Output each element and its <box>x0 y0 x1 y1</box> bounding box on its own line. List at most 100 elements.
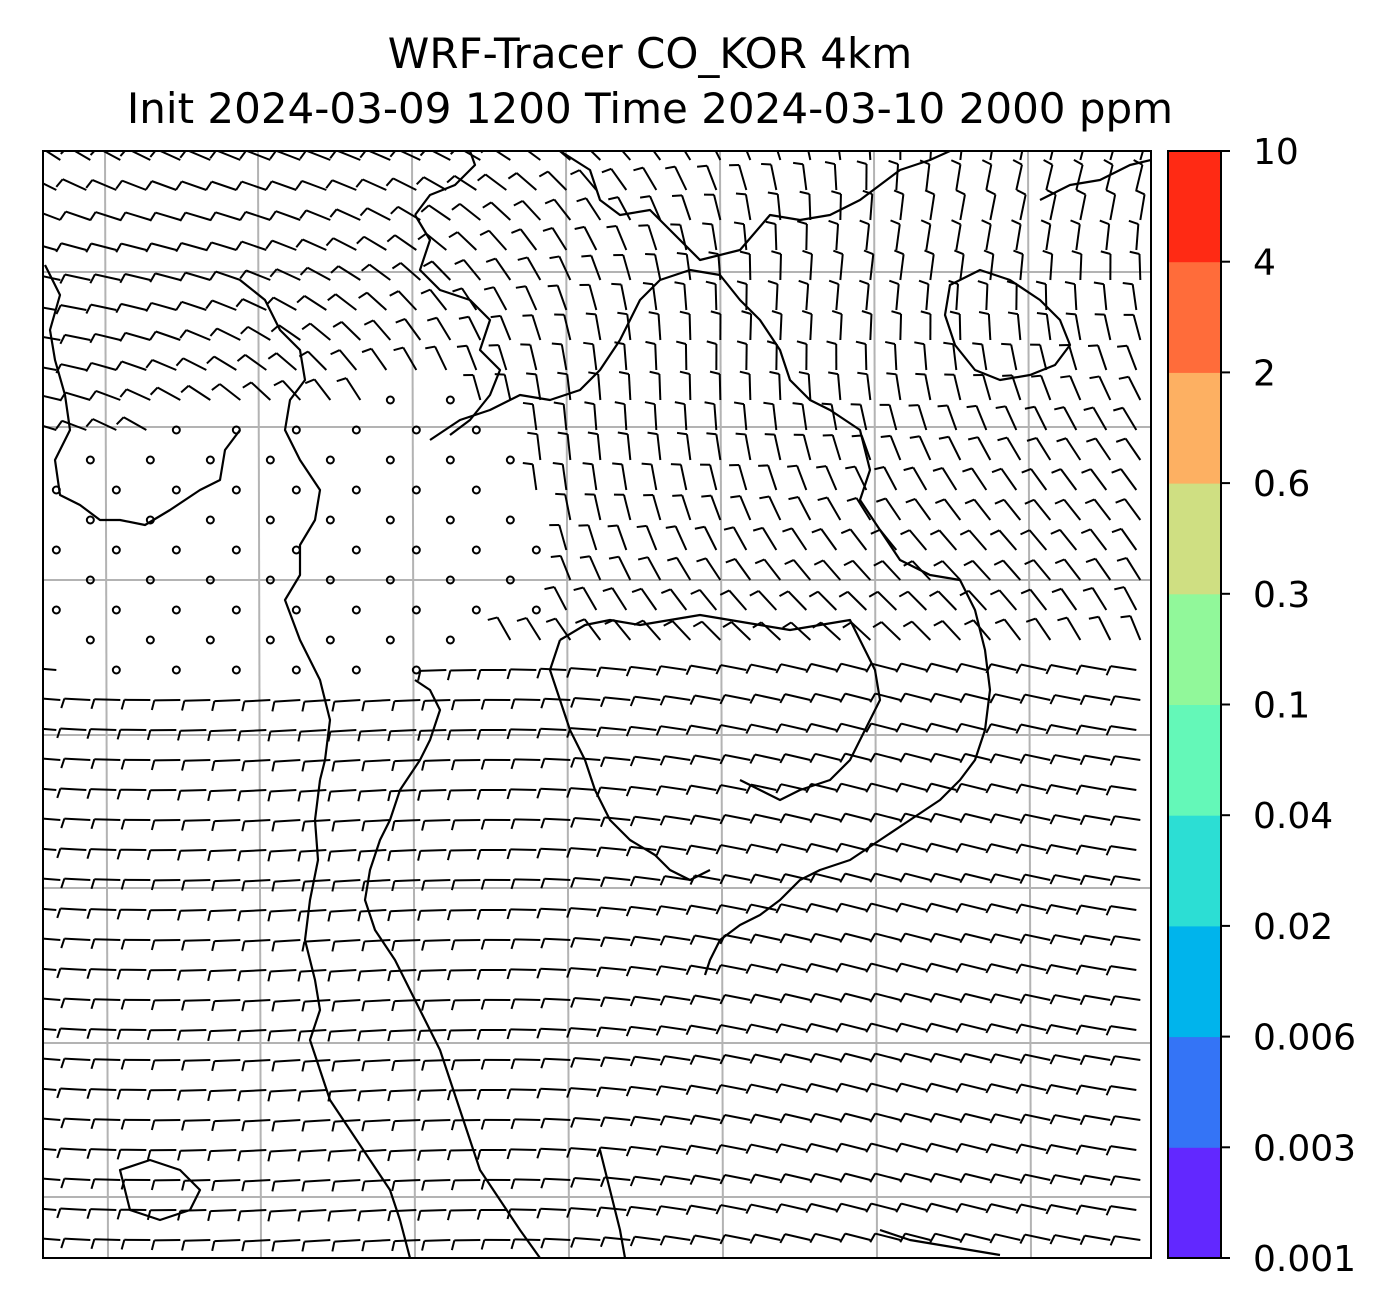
wind-barb <box>450 879 481 891</box>
wind-barb <box>909 435 932 461</box>
wind-barb <box>612 462 628 491</box>
wind-barb <box>685 1024 717 1036</box>
wind-barb <box>450 1179 481 1191</box>
wind-barb <box>898 590 928 611</box>
colorbar-segment <box>1168 483 1221 595</box>
wind-barb <box>211 699 241 712</box>
wind-barb <box>799 190 812 221</box>
wind-barb <box>933 560 962 581</box>
wind-barb <box>536 847 567 859</box>
wind-barb <box>655 965 687 976</box>
wind-barb <box>625 965 657 977</box>
wind-barb <box>585 312 602 341</box>
wind-barb <box>267 1089 297 1102</box>
wind-barb <box>749 1053 781 1064</box>
wind-barb <box>357 969 387 982</box>
wind-barb <box>659 695 691 706</box>
wind-barb <box>701 494 722 521</box>
wind-barb <box>1025 617 1052 641</box>
wind-barb <box>450 1059 481 1071</box>
wind-barb <box>885 340 898 371</box>
wind-barb <box>715 844 747 855</box>
wind-barb <box>613 493 632 521</box>
wind-barb <box>301 1119 331 1132</box>
gridlines <box>43 151 1151 1258</box>
wind-barb <box>181 1179 211 1191</box>
wind-barb <box>872 621 902 641</box>
calm-marker <box>265 455 275 465</box>
wind-barb <box>584 401 598 431</box>
wind-barb <box>985 1083 1017 1094</box>
wind-barb <box>361 347 388 371</box>
wind-barb <box>301 1059 331 1072</box>
calm-marker <box>85 575 95 585</box>
wind-barb <box>925 1022 957 1033</box>
wind-barb <box>269 268 301 281</box>
wind-barb <box>1030 343 1048 371</box>
calm-marker <box>231 665 241 675</box>
wind-barb <box>1128 219 1140 251</box>
wind-barb <box>391 1059 421 1072</box>
calm-marker <box>471 605 481 615</box>
wind-barb <box>86 1208 117 1219</box>
wind-barb <box>120 878 151 890</box>
wind-barb <box>629 995 661 1007</box>
wind-barb <box>869 992 901 1003</box>
wind-barb <box>417 1089 447 1101</box>
wind-barb <box>811 527 838 551</box>
calm-marker <box>111 545 121 555</box>
calm-marker <box>411 485 421 495</box>
wind-barb <box>1117 344 1138 371</box>
wind-barb <box>604 618 632 641</box>
wind-barb <box>719 1054 751 1065</box>
wind-barb <box>1049 1054 1081 1065</box>
wind-barb <box>642 281 658 311</box>
wind-barb <box>554 313 572 341</box>
wind-barb <box>357 1029 387 1042</box>
wind-barb <box>700 463 718 491</box>
wind-barb <box>150 939 181 951</box>
wind-barb <box>150 1179 181 1191</box>
calm-marker <box>171 605 181 615</box>
wind-barb <box>387 1029 417 1042</box>
wind-barb <box>540 1237 571 1249</box>
wind-barb <box>989 933 1021 944</box>
wind-barb <box>297 849 327 862</box>
wind-barb <box>787 464 808 491</box>
wind-barb <box>242 381 272 401</box>
wind-barb <box>331 1239 361 1252</box>
wind-barb <box>798 279 810 311</box>
wind-barb <box>177 849 207 861</box>
wind-barb <box>831 309 843 341</box>
wind-barb <box>211 999 241 1012</box>
colorbar-segment <box>1168 261 1221 373</box>
wind-barb <box>116 908 147 920</box>
wind-barb <box>357 1209 387 1222</box>
wind-barb <box>90 1118 121 1130</box>
wind-barb <box>985 1023 1017 1034</box>
wind-barb <box>648 311 662 341</box>
wind-barb <box>177 729 207 741</box>
wind-barb <box>775 1023 807 1034</box>
wind-barb <box>689 1174 721 1186</box>
wind-barb <box>145 301 177 313</box>
wind-barb <box>933 620 962 641</box>
wind-barb <box>517 256 542 281</box>
wind-barb <box>60 937 91 949</box>
wind-barb <box>869 1172 901 1183</box>
wind-barb <box>56 967 87 979</box>
wind-barb <box>890 219 901 251</box>
wind-barb <box>301 1239 331 1252</box>
wind-barb <box>670 223 688 251</box>
wind-barb <box>327 1209 357 1222</box>
wind-barb <box>710 310 722 341</box>
wind-barb <box>566 667 597 678</box>
wind-barb <box>149 386 181 401</box>
wind-barb <box>175 300 207 311</box>
wind-barb <box>749 1233 781 1244</box>
wind-barb <box>925 1082 957 1093</box>
wind-barb <box>978 311 992 341</box>
coastline <box>719 274 961 582</box>
wind-barb <box>775 963 807 974</box>
wind-barb <box>802 249 813 281</box>
